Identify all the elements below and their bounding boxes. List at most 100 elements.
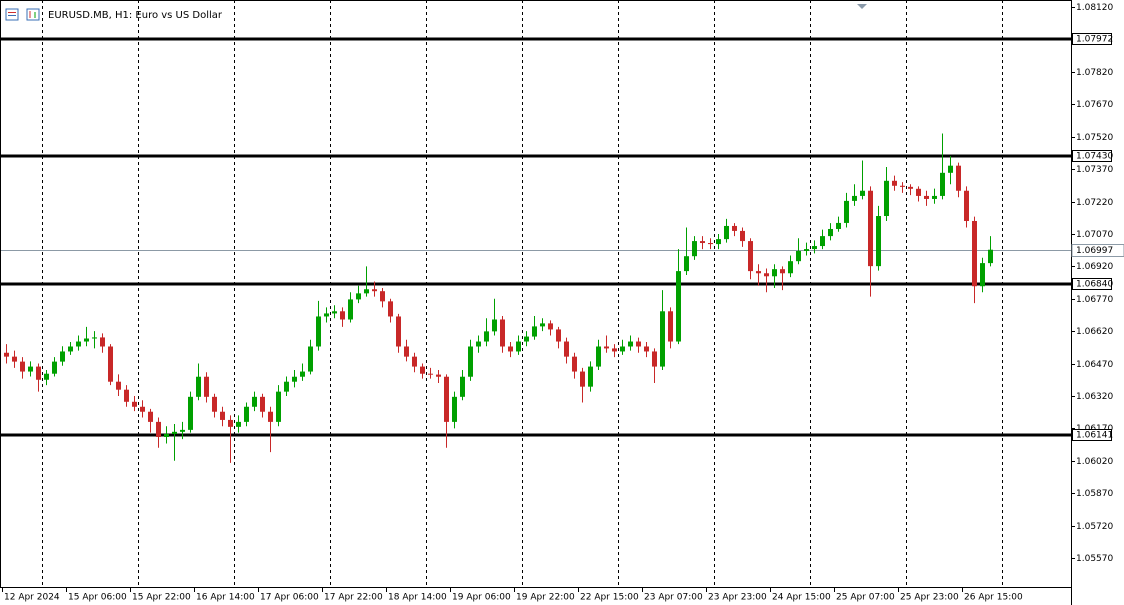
candle-body [532,326,537,337]
shift-marker[interactable] [857,4,867,9]
candle-body [460,376,465,397]
candle-body [764,273,769,277]
x-tick-label: 25 Apr 23:00 [900,593,959,603]
y-tick-label: 1.07820 [1076,68,1113,78]
candle-body [132,401,137,407]
candle-body [940,172,945,196]
candle-body [924,195,929,199]
candle-body [340,311,345,320]
level-label-bg [1073,430,1111,440]
level-label: 1.06141 [1076,431,1113,441]
candle-body [4,352,9,357]
candle-body [772,269,777,277]
candle-body [212,396,217,412]
candle-body [492,319,497,332]
y-tick-label: 1.05570 [1076,554,1113,564]
candle-body [244,406,249,422]
x-tick-label: 16 Apr 14:00 [196,593,255,603]
candle-body [156,421,161,438]
candle-body [860,190,865,196]
candle-body [732,225,737,231]
candle-body [988,249,993,264]
candle-body [292,376,297,382]
current-price-box [1071,244,1124,257]
x-tick-label: 23 Apr 07:00 [644,593,703,603]
y-tick-label: 1.07520 [1076,133,1113,143]
candle-body [844,200,849,223]
y-tick-label: 1.07370 [1076,165,1113,175]
candle-body [868,190,873,267]
candle-body [684,256,689,272]
candle-body [332,311,337,314]
candle-body [692,241,697,257]
x-tick-label: 17 Apr 22:00 [324,593,383,603]
candle-body [100,337,105,347]
candle-body [724,225,729,240]
y-tick-label: 1.06770 [1076,295,1113,305]
levels [0,37,1071,437]
candle-body [364,289,369,294]
candle-body [508,346,513,352]
candle-body [644,346,649,352]
candle-body [380,291,385,302]
x-tick-label: 22 Apr 15:00 [580,593,639,603]
candle-body [308,346,313,372]
candle-body [324,313,329,317]
candle-body [660,311,665,367]
candle-body [468,346,473,377]
y-tick-label: 1.06470 [1076,360,1113,370]
candle-body [500,319,505,347]
level-label: 1.06840 [1076,280,1113,290]
candle-body [188,396,193,430]
candle-body [540,323,545,327]
candle-body [172,431,177,434]
candle-body [252,396,257,407]
chart-title: EURUSD.MB, H1: Euro vs US Dollar [48,10,223,21]
candle-body [604,346,609,349]
candle-body [36,366,41,380]
candle-body [204,376,209,397]
candle-body [484,331,489,342]
candle-body [44,373,49,380]
current-price-label: 1.06997 [1076,246,1113,256]
candle-body [956,165,961,191]
y-tick-label: 1.08120 [1076,3,1113,13]
candle-body [228,419,233,427]
y-tick-label: 1.07070 [1076,230,1113,240]
candle-body [284,381,289,392]
candle-body [972,220,977,287]
candle-body [316,316,321,347]
candle-body [236,421,241,427]
candle-body [428,373,433,375]
menu-icon[interactable] [5,8,19,21]
candle-body [372,289,377,292]
candle-body [124,389,129,402]
candle-body [116,381,121,390]
candle-body [756,271,761,274]
header: EURUSD.MB, H1: Euro vs US Dollar [5,8,223,21]
candle-body [580,371,585,387]
chart-icon[interactable] [26,8,40,21]
y-tick-label: 1.06320 [1076,392,1113,402]
candle-body [524,336,529,342]
candle-body [668,311,673,342]
candle-body [108,346,113,382]
candle-body [164,433,169,438]
time-axis: 12 Apr 2024 15 Apr 06:00 15 Apr 22:00 16 Ap… [2,588,1023,603]
x-tick-label: 25 Apr 07:00 [836,593,895,603]
candle-body [52,361,57,374]
candle-body [716,239,721,245]
candle-body [84,338,89,342]
candle-body [92,337,97,339]
candle-body [564,341,569,357]
candle-body [420,366,425,374]
candle-body [876,216,881,267]
candle-body [548,323,553,330]
x-tick-label: 15 Apr 06:00 [68,593,127,603]
candle-body [708,243,713,245]
candle-body [60,351,65,362]
candle-body [516,341,521,352]
x-tick-label: 23 Apr 23:00 [708,593,767,603]
candle-body [628,341,633,347]
